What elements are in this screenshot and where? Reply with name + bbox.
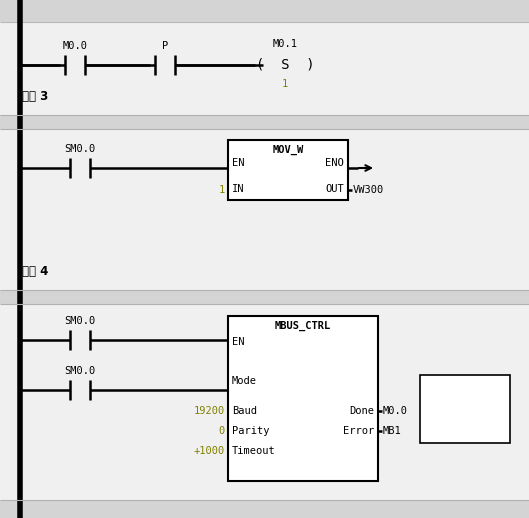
Text: (  S  ): ( S ) xyxy=(256,57,314,71)
Text: +1000: +1000 xyxy=(194,446,225,456)
Text: 网络 4: 网络 4 xyxy=(22,265,48,278)
Bar xyxy=(0,115,529,129)
Text: Done: Done xyxy=(349,406,374,416)
Text: M0.1: M0.1 xyxy=(272,39,297,49)
Text: Timeout: Timeout xyxy=(232,446,276,456)
Text: OUT: OUT xyxy=(325,184,344,194)
Text: MOV_W: MOV_W xyxy=(272,145,304,155)
Text: Error: Error xyxy=(343,426,374,436)
Text: Baud: Baud xyxy=(232,406,257,416)
Text: MB1: MB1 xyxy=(383,426,402,436)
Text: 19200: 19200 xyxy=(194,406,225,416)
Text: IN: IN xyxy=(232,184,244,194)
Text: 网络 3: 网络 3 xyxy=(22,90,48,103)
Text: Parity: Parity xyxy=(232,426,269,436)
Text: Mode: Mode xyxy=(232,376,257,386)
Text: M0.0: M0.0 xyxy=(62,41,87,51)
Text: M0.0: M0.0 xyxy=(383,406,408,416)
Text: VW300: VW300 xyxy=(353,185,384,195)
Text: ENO: ENO xyxy=(325,158,344,168)
Text: 1: 1 xyxy=(219,185,225,195)
Bar xyxy=(420,375,510,443)
Text: SM0.0: SM0.0 xyxy=(65,316,96,326)
Bar xyxy=(0,500,529,518)
Text: EN: EN xyxy=(232,158,244,168)
Text: MBUS_CTRL: MBUS_CTRL xyxy=(275,321,331,331)
Bar xyxy=(0,290,529,304)
Bar xyxy=(228,316,378,481)
Text: SM0.0: SM0.0 xyxy=(65,366,96,376)
Text: 0: 0 xyxy=(219,426,225,436)
Text: SM0.0: SM0.0 xyxy=(65,144,96,154)
Text: P: P xyxy=(162,41,168,51)
Bar xyxy=(228,140,348,200)
Bar xyxy=(0,0,529,22)
Text: 1: 1 xyxy=(282,79,288,89)
Text: EN: EN xyxy=(232,337,244,347)
